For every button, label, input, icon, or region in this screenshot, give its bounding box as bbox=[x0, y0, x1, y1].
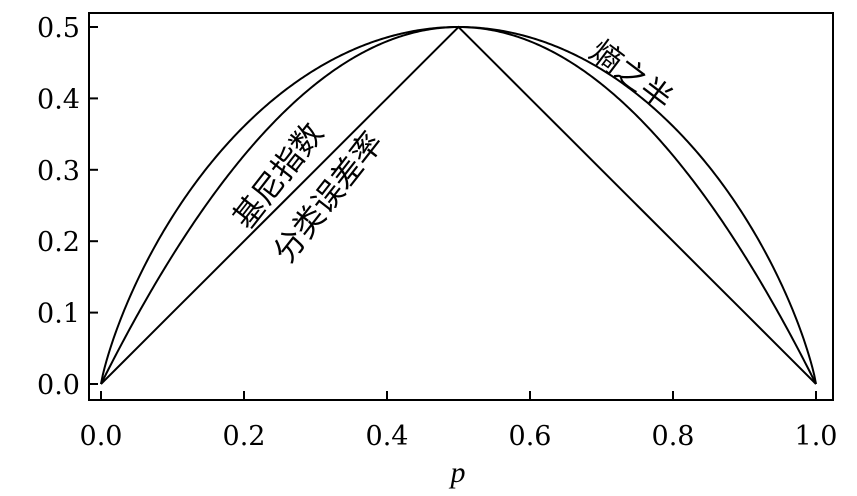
x-axis-title: p bbox=[449, 456, 466, 489]
x-tick-label: 0.2 bbox=[223, 421, 266, 452]
plot-frame bbox=[88, 12, 834, 401]
ticks-layer: 0.0 0.2 0.4 0.6 0.8 1.0 0.0 0.1 0.2 0.3 0.4 0.5 bbox=[37, 13, 837, 452]
x-tick-label: 1.0 bbox=[795, 421, 838, 452]
curve-error bbox=[100, 25, 817, 385]
curves-layer bbox=[100, 25, 817, 385]
y-tick-label: 0.2 bbox=[37, 227, 80, 258]
annotation-entropy: 熵之半 bbox=[583, 33, 679, 118]
y-tick-label: 0.3 bbox=[37, 156, 80, 187]
y-tick-label: 0.1 bbox=[37, 299, 80, 330]
y-tick-label: 0.0 bbox=[37, 370, 80, 401]
curve-gini bbox=[100, 25, 817, 385]
x-tick-label: 0.4 bbox=[366, 421, 409, 452]
y-tick-label: 0.4 bbox=[37, 84, 80, 115]
x-tick-label: 0.8 bbox=[652, 421, 695, 452]
x-tick-label: 0.6 bbox=[509, 421, 552, 452]
y-tick-label: 0.5 bbox=[37, 13, 80, 44]
curve-entropy bbox=[100, 25, 817, 385]
x-tick-label: 0.0 bbox=[80, 421, 123, 452]
